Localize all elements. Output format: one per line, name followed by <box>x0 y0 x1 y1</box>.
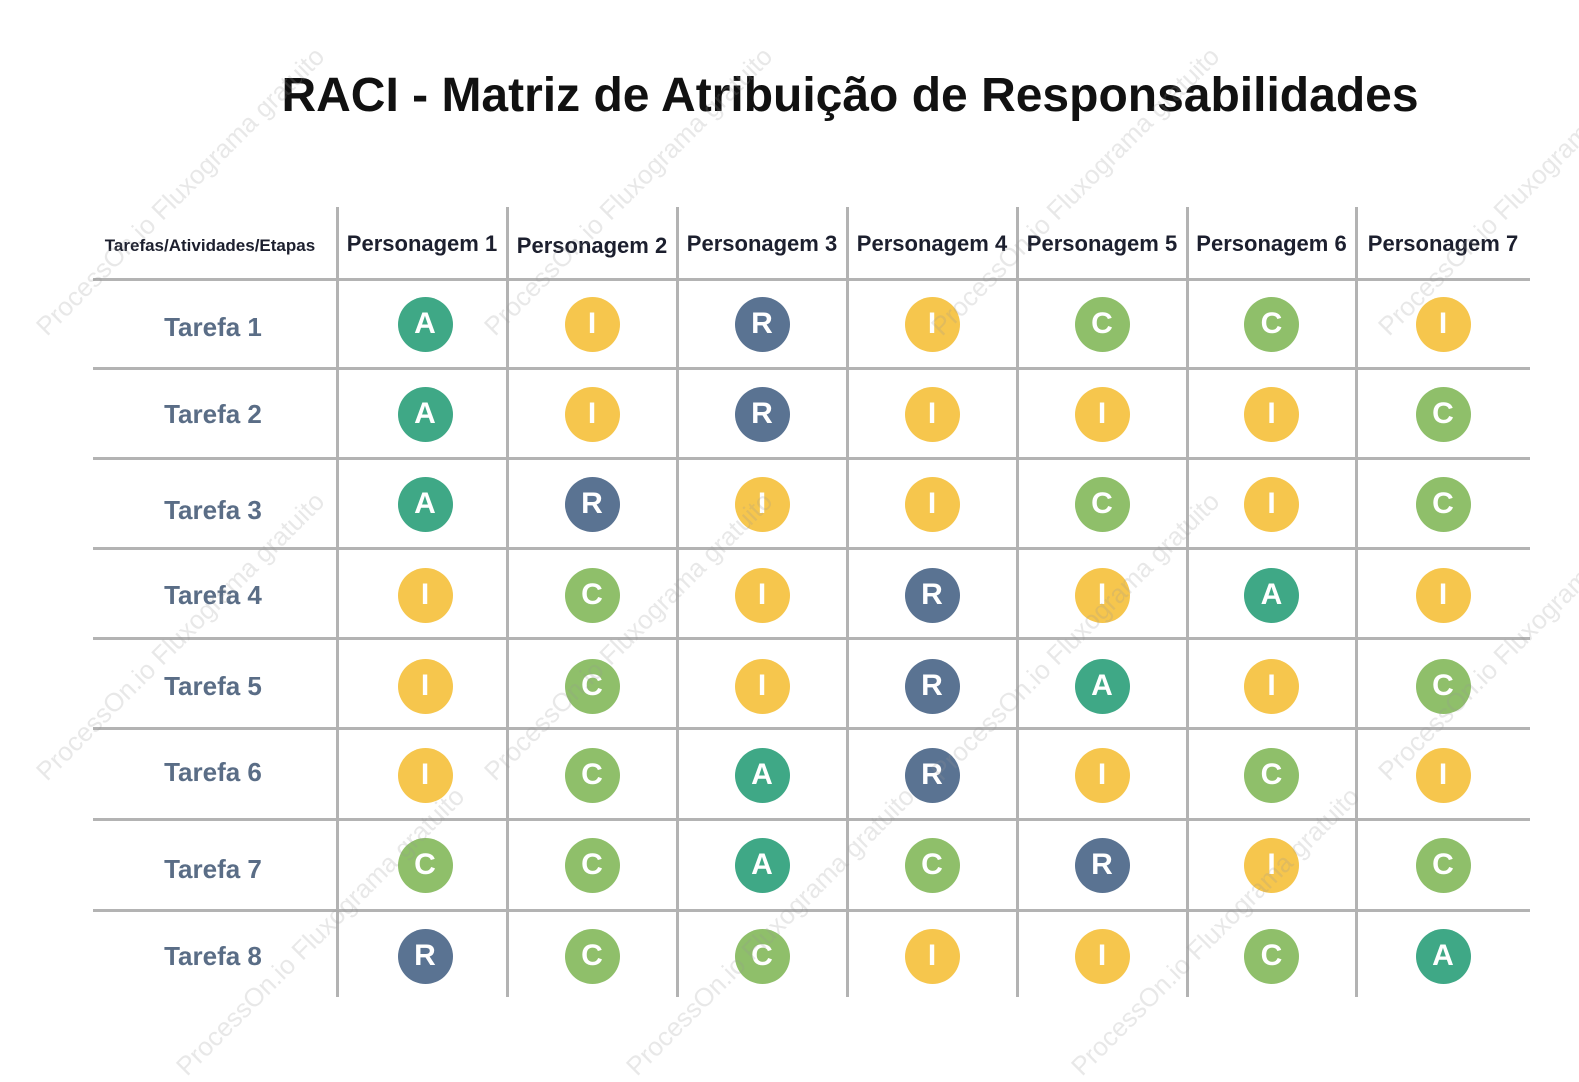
row-divider <box>93 367 1530 370</box>
role-badge-c: C <box>564 837 620 893</box>
row-divider <box>93 727 1530 730</box>
role-badge-a: A <box>734 837 790 893</box>
role-badge-i: I <box>1415 747 1471 803</box>
row-label-task-5: Tarefa 5 <box>164 670 262 701</box>
role-badge-c: C <box>1074 296 1130 352</box>
role-badge-r: R <box>904 567 960 623</box>
role-badge-a: A <box>1244 567 1299 623</box>
role-badge-c: C <box>1244 296 1299 352</box>
role-badge-i: I <box>1074 928 1130 984</box>
role-badge-r: R <box>397 928 453 984</box>
row-divider <box>93 909 1530 912</box>
role-badge-i: I <box>1244 476 1299 532</box>
role-badge-i: I <box>1415 567 1471 623</box>
role-badge-a: A <box>397 476 453 532</box>
role-badge-i: I <box>734 658 790 714</box>
row-divider <box>93 278 1530 281</box>
column-header-person-3: Personagem 3 <box>686 231 838 256</box>
role-badge-i: I <box>904 386 960 442</box>
role-badge-i: I <box>397 747 453 803</box>
row-label-task-4: Tarefa 4 <box>164 579 262 610</box>
row-divider <box>93 457 1530 460</box>
row-label-task-3: Tarefa 3 <box>164 494 262 525</box>
role-badge-c: C <box>1415 476 1471 532</box>
column-header-person-2: Personagem 2 <box>516 233 668 258</box>
row-label-task-1: Tarefa 1 <box>164 311 262 342</box>
role-badge-i: I <box>734 567 790 623</box>
row-divider <box>93 637 1530 640</box>
role-badge-c: C <box>397 837 453 893</box>
role-badge-a: A <box>397 296 453 352</box>
role-badge-c: C <box>1415 386 1471 442</box>
role-badge-i: I <box>1244 837 1299 893</box>
role-badge-c: C <box>564 658 620 714</box>
raci-matrix: Tarefas/Atividades/Etapas Personagem 1 Per… <box>93 207 1530 997</box>
role-badge-i: I <box>1244 386 1299 442</box>
column-header-person-7: Personagem 7 <box>1367 231 1519 256</box>
role-badge-i: I <box>564 296 620 352</box>
role-badge-c: C <box>1415 837 1471 893</box>
role-badge-i: I <box>904 928 960 984</box>
role-badge-i: I <box>904 476 960 532</box>
role-badge-i: I <box>1074 567 1130 623</box>
role-badge-r: R <box>734 386 790 442</box>
role-badge-c: C <box>904 837 960 893</box>
page-title: RACI - Matriz de Atribuição de Responsab… <box>281 69 1419 122</box>
role-badge-i: I <box>1244 658 1299 714</box>
row-label-task-7: Tarefa 7 <box>164 853 262 884</box>
column-divider <box>1016 207 1019 997</box>
role-badge-c: C <box>1244 747 1299 803</box>
role-badge-r: R <box>564 476 620 532</box>
role-badge-i: I <box>397 567 453 623</box>
role-badge-c: C <box>564 928 620 984</box>
column-divider <box>676 207 679 997</box>
role-badge-r: R <box>904 658 960 714</box>
column-divider <box>336 207 339 997</box>
column-divider <box>1355 207 1358 997</box>
role-badge-a: A <box>1415 928 1471 984</box>
role-badge-r: R <box>904 747 960 803</box>
column-divider <box>846 207 849 997</box>
row-divider <box>93 547 1530 550</box>
column-header-person-5: Personagem 5 <box>1026 231 1178 256</box>
row-label-task-6: Tarefa 6 <box>164 756 262 787</box>
row-divider <box>93 818 1530 821</box>
column-header-person-1: Personagem 1 <box>346 231 498 256</box>
row-label-task-2: Tarefa 2 <box>164 398 262 429</box>
role-badge-i: I <box>397 658 453 714</box>
role-badge-i: I <box>1415 296 1471 352</box>
role-badge-c: C <box>564 747 620 803</box>
column-divider <box>506 207 509 997</box>
role-badge-i: I <box>564 386 620 442</box>
row-label-task-8: Tarefa 8 <box>164 940 262 971</box>
role-badge-c: C <box>734 928 790 984</box>
role-badge-i: I <box>734 476 790 532</box>
column-header-person-6: Personagem 6 <box>1196 231 1347 256</box>
role-badge-c: C <box>1415 658 1471 714</box>
column-header-person-4: Personagem 4 <box>856 231 1008 256</box>
role-badge-c: C <box>564 567 620 623</box>
role-badge-a: A <box>397 386 453 442</box>
role-badge-i: I <box>1074 386 1130 442</box>
role-badge-i: I <box>1074 747 1130 803</box>
role-badge-c: C <box>1074 476 1130 532</box>
role-badge-r: R <box>1074 837 1130 893</box>
role-badge-c: C <box>1244 928 1299 984</box>
role-badge-a: A <box>734 747 790 803</box>
role-badge-i: I <box>904 296 960 352</box>
corner-header: Tarefas/Atividades/Etapas <box>104 236 316 255</box>
role-badge-a: A <box>1074 658 1130 714</box>
role-badge-r: R <box>734 296 790 352</box>
column-divider <box>1186 207 1189 997</box>
